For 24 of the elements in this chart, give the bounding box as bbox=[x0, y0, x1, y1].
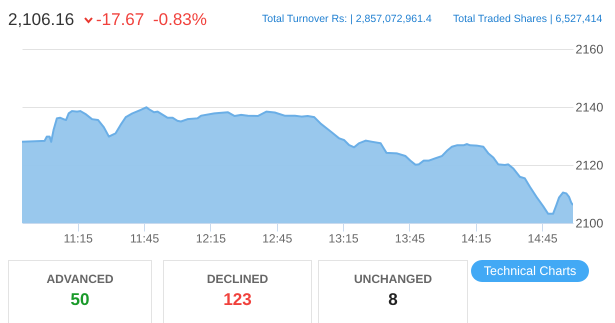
x-tick-label: 14:15 bbox=[461, 232, 492, 246]
x-tick-label: 11:15 bbox=[64, 232, 94, 246]
y-tick-label: 2140 bbox=[576, 100, 604, 114]
text: Total Traded Shares | 6,527,414 bbox=[453, 13, 602, 25]
text: UNCHANGED bbox=[353, 272, 433, 286]
text: Total Turnover Rs: | 2,857,072,961.4 bbox=[262, 13, 432, 25]
x-tick-label: 12:45 bbox=[262, 232, 293, 246]
text: ADVANCED bbox=[45, 272, 115, 286]
x-tick-label: 11:45 bbox=[130, 232, 160, 246]
text: -17.67 bbox=[96, 10, 144, 30]
text: 50 bbox=[70, 290, 90, 310]
text: DECLINED bbox=[206, 272, 270, 286]
text: 2,106.16 bbox=[8, 10, 74, 30]
x-tick-label: 13:45 bbox=[394, 232, 426, 246]
y-tick-label: 2100 bbox=[576, 216, 604, 230]
text: -0.83% bbox=[153, 10, 207, 30]
text: Technical Charts bbox=[471, 260, 589, 282]
y-tick-label: 2160 bbox=[576, 42, 604, 56]
x-tick-label: 14:45 bbox=[528, 232, 558, 246]
x-tick-label: 12:15 bbox=[196, 232, 226, 246]
text: 123 bbox=[222, 290, 253, 310]
x-tick-label: 13:15 bbox=[328, 232, 359, 246]
text: 8 bbox=[387, 290, 399, 310]
y-tick-label: 2120 bbox=[576, 158, 604, 172]
